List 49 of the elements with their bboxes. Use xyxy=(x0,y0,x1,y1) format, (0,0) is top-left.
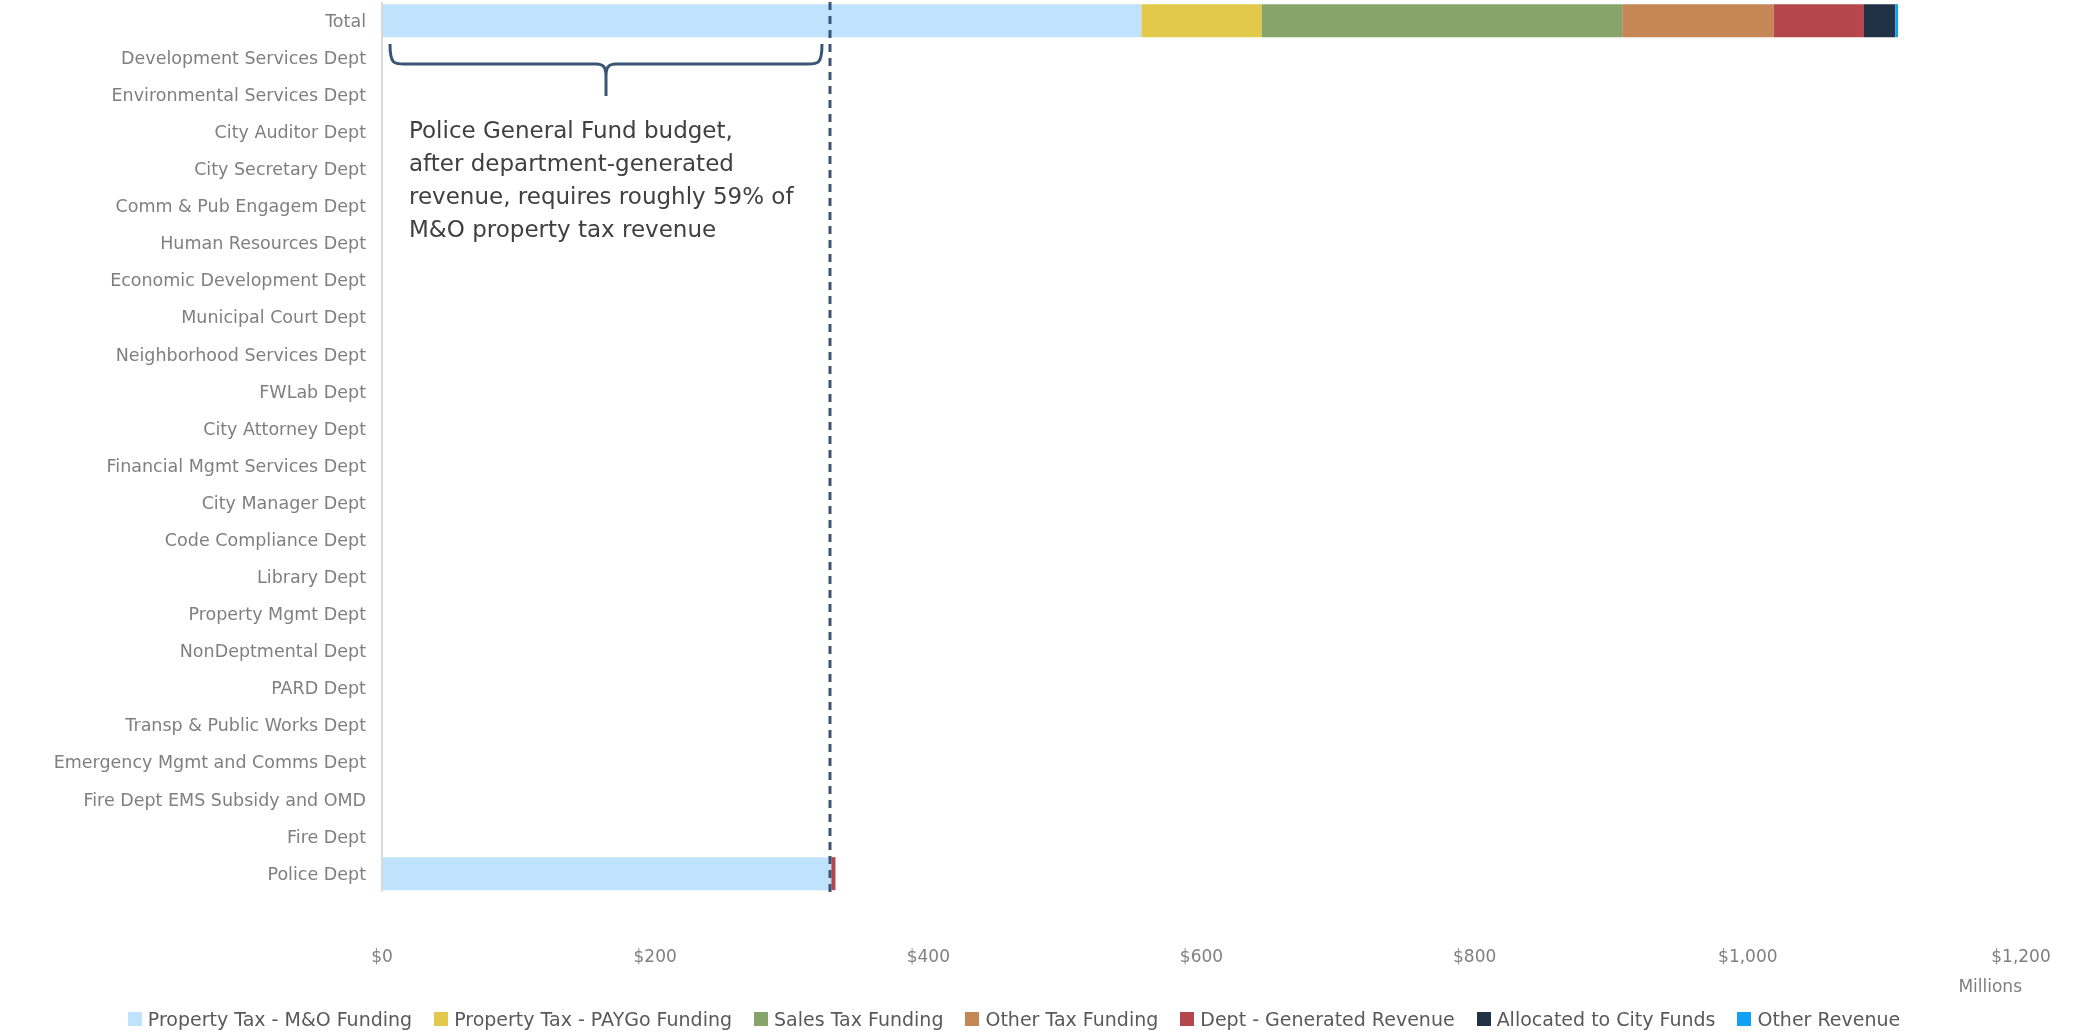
y-tick-label: City Secretary Dept xyxy=(194,159,367,180)
y-tick-label: Human Resources Dept xyxy=(160,233,367,254)
annotation: Police General Fund budget, after department-generated revenue, requires roughly 59% of M&O property tax revenue xyxy=(409,116,794,244)
bar xyxy=(831,857,836,891)
y-tick-label: Municipal Court Dept xyxy=(181,307,367,328)
legend-label: Property Tax - M&O Funding xyxy=(146,1008,413,1030)
bar xyxy=(1141,4,1262,38)
bar xyxy=(1773,4,1864,38)
bar xyxy=(1895,4,1899,38)
bar xyxy=(382,857,832,891)
x-tick-label: $400 xyxy=(906,946,950,967)
y-tick-label: City Attorney Dept xyxy=(203,418,367,439)
legend-label: Dept - Generated Revenue xyxy=(1199,1008,1455,1030)
y-tick-label: Library Dept xyxy=(257,567,367,587)
x-axis-title: Millions xyxy=(1958,976,2022,996)
bar xyxy=(1261,4,1623,38)
legend-label: Other Revenue xyxy=(1756,1008,1901,1030)
bar xyxy=(1622,4,1774,38)
y-tick-label: Environmental Services Dept xyxy=(111,84,367,105)
y-tick-label: Code Compliance Dept xyxy=(164,529,367,550)
y-tick-label: Emergency Mgmt and Comms Dept xyxy=(53,752,367,773)
legend-label: Allocated to City Funds xyxy=(1495,1008,1716,1030)
x-tick-label: $800 xyxy=(1453,946,1497,967)
x-tick-label: $1,000 xyxy=(1718,946,1778,967)
y-tick-label: Development Services Dept xyxy=(121,47,367,68)
y-tick-label: FWLab Dept xyxy=(259,381,367,402)
y-tick-label: PARD Dept xyxy=(271,678,367,699)
legend-label: Other Tax Funding xyxy=(984,1008,1159,1030)
y-tick-label: Transp & Public Works Dept xyxy=(124,715,367,736)
bar xyxy=(382,4,1142,38)
bar xyxy=(1863,4,1896,38)
x-tick-label: $200 xyxy=(633,946,677,967)
y-tick-label: Property Mgmt Dept xyxy=(188,604,367,625)
y-tick-label: Comm & Pub Engagem Dept xyxy=(115,196,367,217)
legend-label: Sales Tax Funding xyxy=(773,1008,944,1030)
y-tick-label: Fire Dept EMS Subsidy and OMD xyxy=(83,789,366,810)
y-tick-label: Police Dept xyxy=(267,863,367,884)
y-tick-label: Fire Dept xyxy=(286,826,367,847)
y-tick-label: NonDeptmental Dept xyxy=(179,641,367,662)
legend-label: Property Tax - PAYGo Funding xyxy=(453,1008,733,1030)
y-tick-label: Neighborhood Services Dept xyxy=(115,344,367,365)
y-tick-label: City Manager Dept xyxy=(201,492,367,513)
x-tick-label: $600 xyxy=(1179,946,1224,967)
y-tick-label: Financial Mgmt Services Dept xyxy=(106,455,367,476)
y-tick-label: Economic Development Dept xyxy=(110,270,367,291)
x-tick-label: $1,200 xyxy=(1991,946,2051,967)
x-tick-label: $0 xyxy=(371,946,393,967)
y-tick-label: City Auditor Dept xyxy=(214,122,367,142)
y-tick-label: Total xyxy=(324,10,366,31)
